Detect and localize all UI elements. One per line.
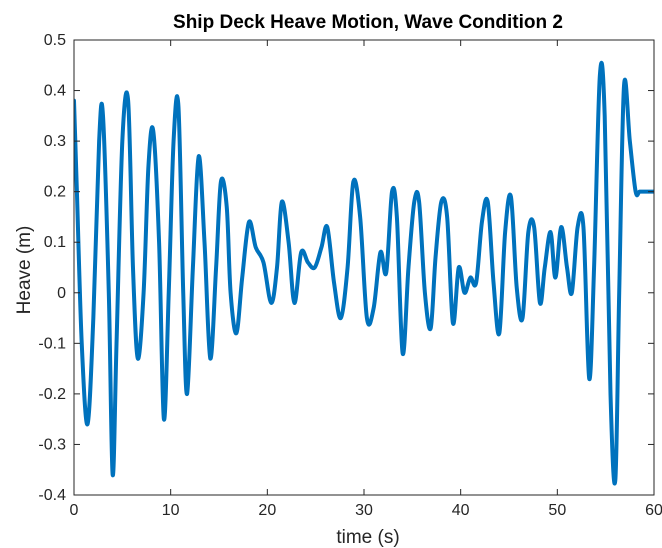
series-line-0 bbox=[74, 60, 654, 486]
y-tick-label-0: -0.4 bbox=[38, 487, 66, 504]
x-tick-label-60: 60 bbox=[645, 502, 662, 519]
y-tick-label-2: -0.2 bbox=[38, 386, 66, 403]
chart-title: Ship Deck Heave Motion, Wave Condition 2 bbox=[173, 12, 563, 33]
y-tick-label-8: 0.4 bbox=[44, 83, 66, 100]
plot-area: 0 10 20 30 40 50 60 -0.4 -0.3 -0.2 -0.1 0 0.1 0.2 0.3 0… bbox=[38, 32, 662, 519]
y-tick-label-4: 0 bbox=[57, 285, 66, 302]
x-tick-label-30: 30 bbox=[355, 502, 373, 519]
x-tick-label-50: 50 bbox=[548, 502, 566, 519]
x-axis-label: time (s) bbox=[336, 527, 399, 548]
y-tick-label-9: 0.5 bbox=[44, 32, 66, 49]
y-axis-label: Heave (m) bbox=[14, 226, 35, 315]
y-tick-label-1: -0.3 bbox=[38, 436, 66, 453]
x-tick-label-20: 20 bbox=[258, 502, 276, 519]
y-tick-label-3: -0.1 bbox=[38, 335, 66, 352]
x-tick-label-0: 0 bbox=[70, 502, 79, 519]
x-tick-label-10: 10 bbox=[162, 502, 180, 519]
y-tick-label-6: 0.2 bbox=[44, 184, 66, 201]
y-tick-label-7: 0.3 bbox=[44, 133, 66, 150]
x-tick-label-40: 40 bbox=[452, 502, 470, 519]
y-tick-label-5: 0.1 bbox=[44, 234, 66, 251]
